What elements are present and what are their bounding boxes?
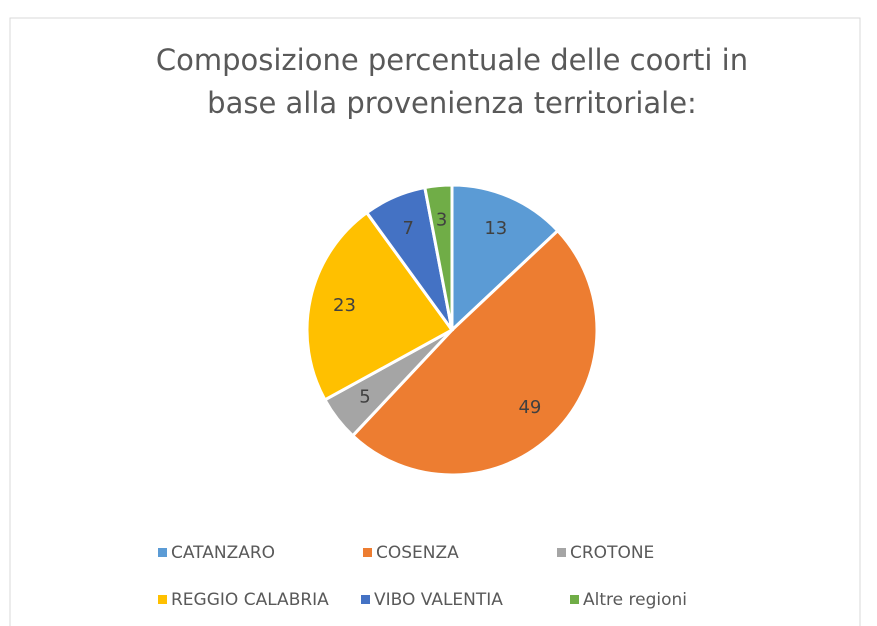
legend-label: COSENZA bbox=[376, 543, 459, 563]
chart-title: Composizione percentuale delle coorti in… bbox=[156, 43, 748, 120]
data-label: 3 bbox=[436, 209, 447, 230]
legend-swatch bbox=[158, 595, 167, 604]
legend-label: VIBO VALENTIA bbox=[374, 590, 503, 610]
legend-swatch bbox=[158, 548, 167, 557]
legend-swatch bbox=[363, 548, 372, 557]
pie-slice bbox=[350, 228, 599, 477]
legend-swatch bbox=[570, 595, 579, 604]
legend-label: CATANZARO bbox=[171, 543, 275, 563]
data-label: 23 bbox=[333, 295, 356, 316]
data-label: 13 bbox=[484, 218, 507, 239]
legend-label: CROTONE bbox=[570, 543, 654, 563]
pie-slice bbox=[450, 183, 560, 334]
legend-swatch bbox=[361, 595, 370, 604]
data-label: 5 bbox=[359, 387, 370, 408]
pie-slice bbox=[305, 210, 455, 402]
data-label: 49 bbox=[518, 397, 541, 418]
pie-slice bbox=[423, 183, 454, 331]
legend-swatch bbox=[557, 548, 566, 557]
legend-label: Altre regioni bbox=[583, 590, 687, 610]
legend-label: REGGIO CALABRIA bbox=[171, 590, 329, 610]
data-label: 7 bbox=[403, 218, 414, 239]
